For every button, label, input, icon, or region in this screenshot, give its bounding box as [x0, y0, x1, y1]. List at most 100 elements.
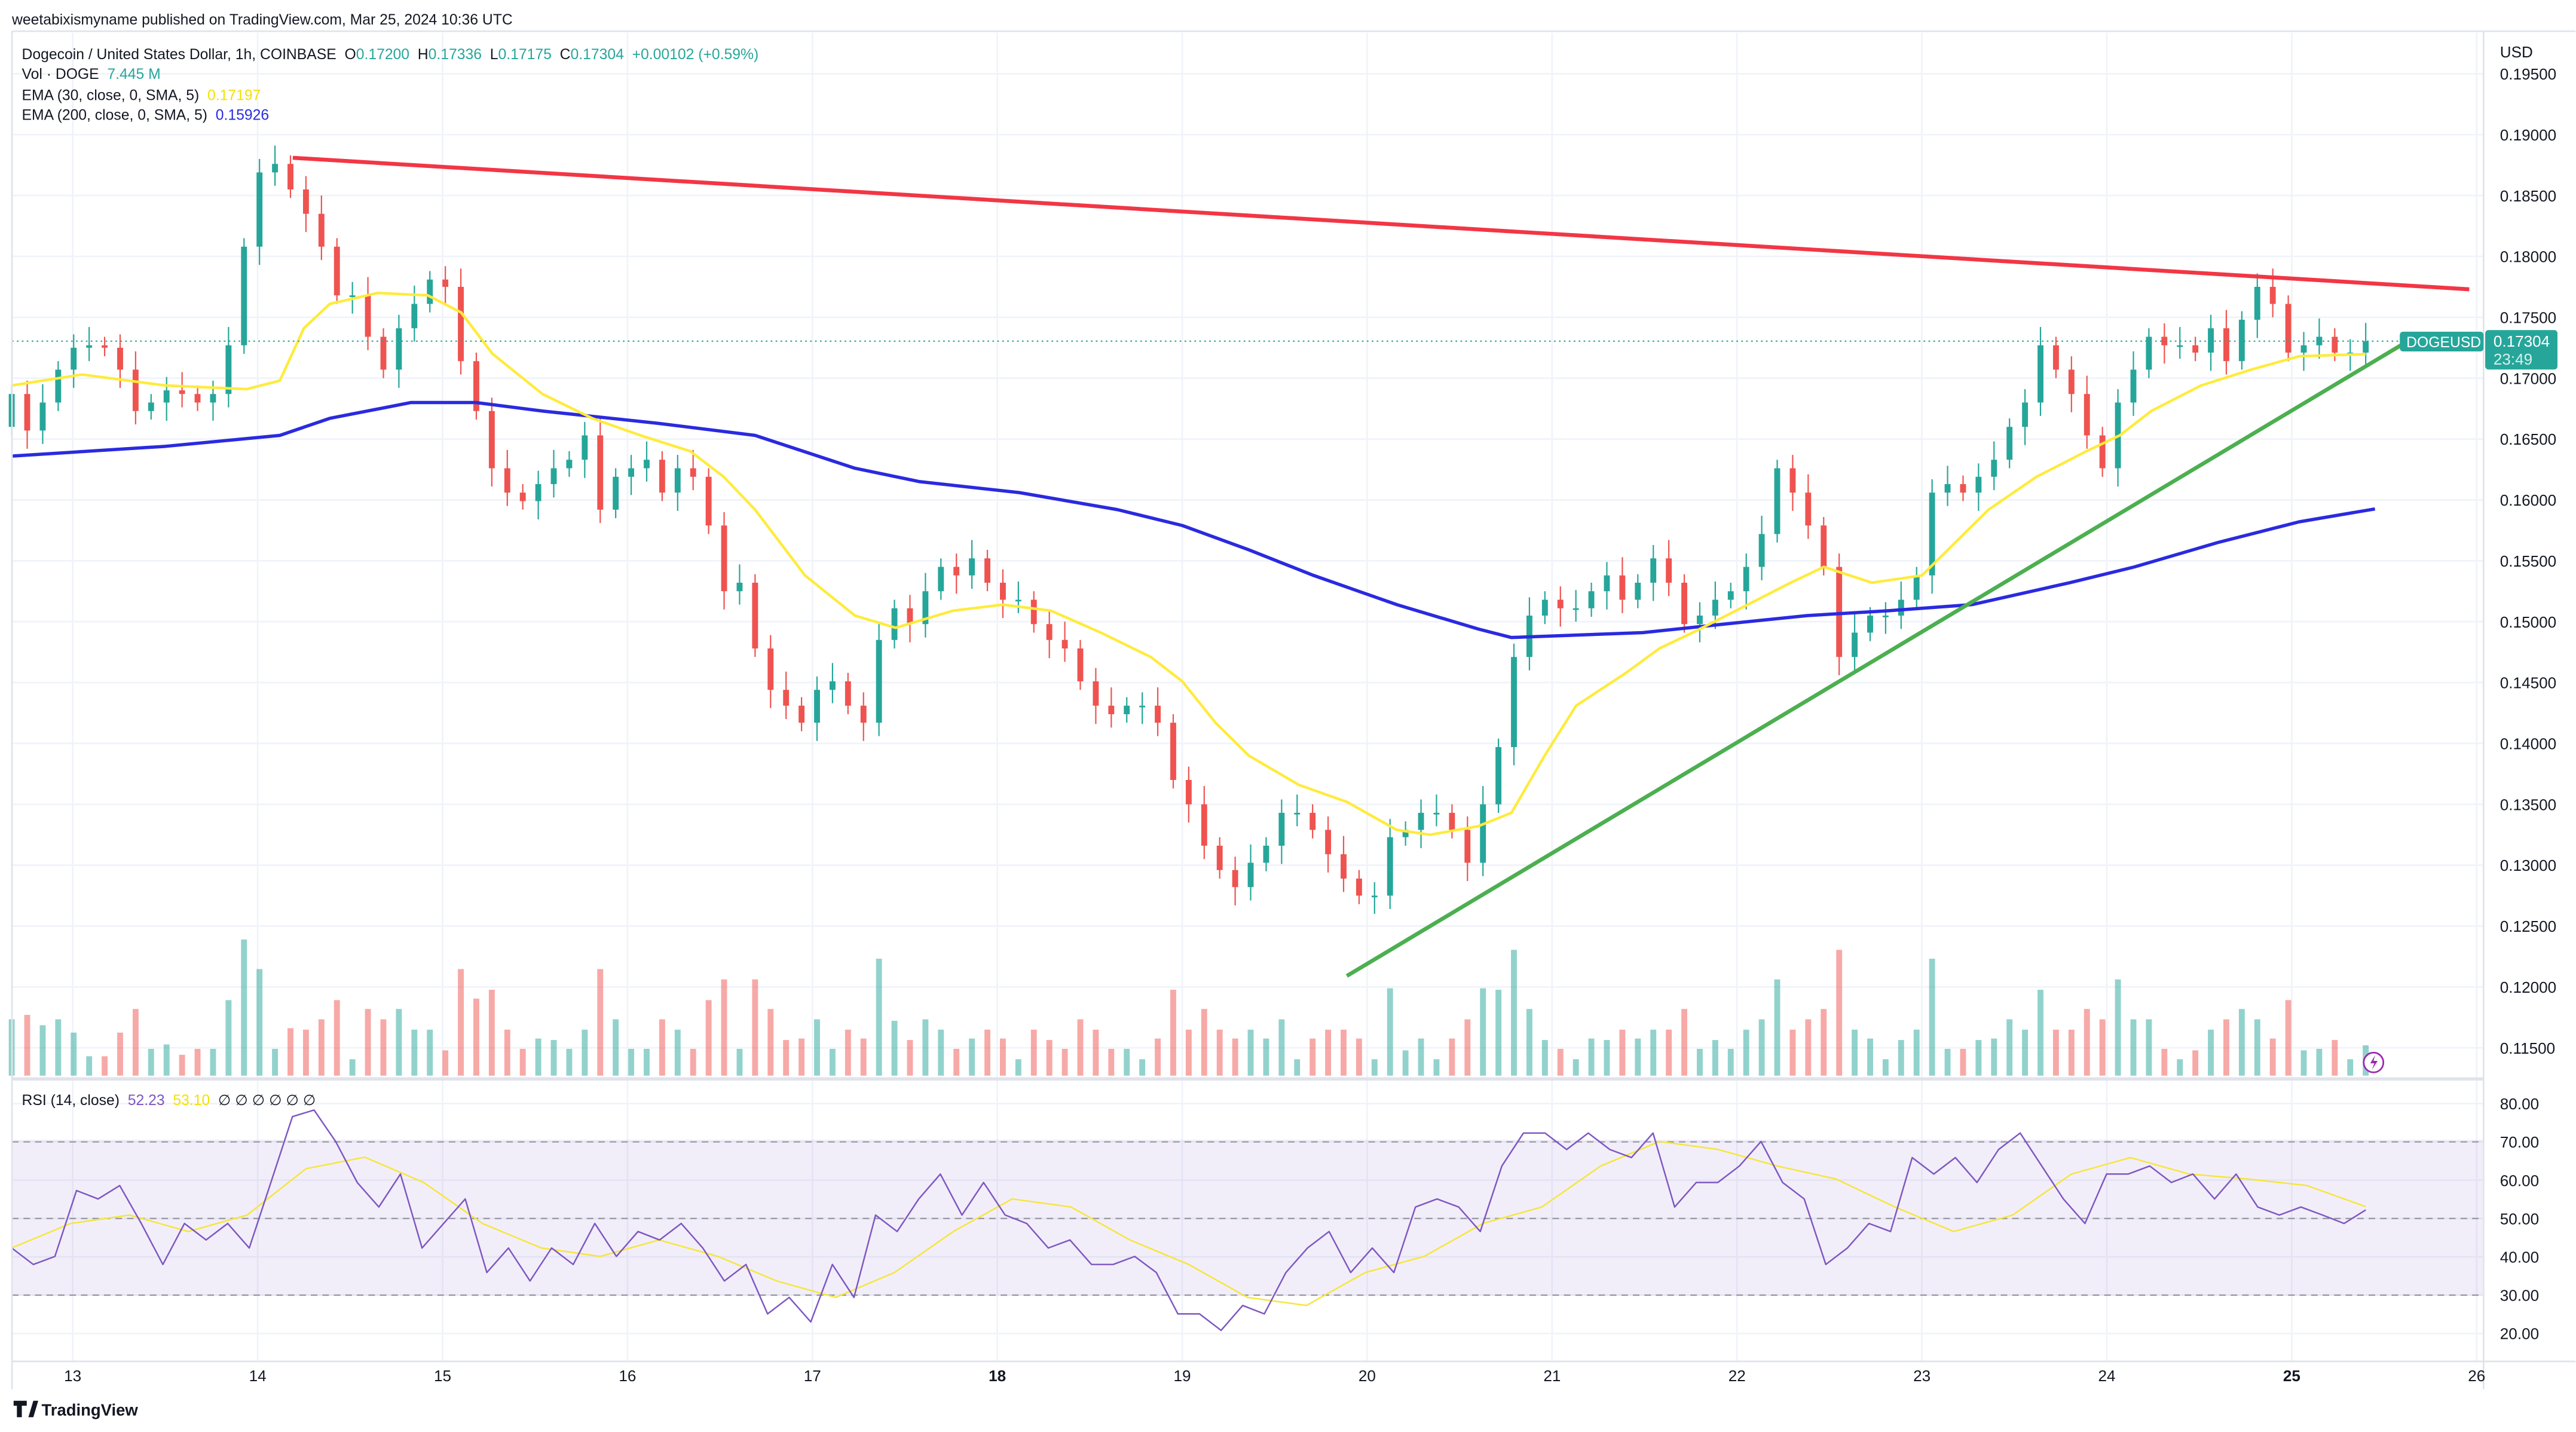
candle-body[interactable] [1278, 813, 1285, 846]
candle-body[interactable] [907, 608, 913, 625]
candle-body[interactable] [225, 345, 232, 394]
candle-body[interactable] [194, 394, 201, 403]
candle-body[interactable] [334, 246, 340, 296]
candle-body[interactable] [272, 164, 279, 173]
candle-body[interactable] [241, 246, 247, 345]
candle-body[interactable] [829, 681, 836, 690]
candle-body[interactable] [71, 347, 77, 370]
candle-body[interactable] [427, 279, 433, 304]
candle-body[interactable] [1541, 599, 1548, 616]
candle-body[interactable] [2161, 336, 2168, 345]
candle-body[interactable] [1216, 846, 1223, 870]
candle-body[interactable] [1046, 624, 1053, 640]
candle-body[interactable] [2238, 319, 2245, 362]
candle-body[interactable] [1743, 567, 1749, 592]
candle-body[interactable] [736, 582, 743, 592]
candle-body[interactable] [1960, 484, 1966, 493]
candle-body[interactable] [2146, 336, 2152, 370]
candle-body[interactable] [1712, 599, 1718, 616]
candle-body[interactable] [938, 567, 944, 592]
candle-body[interactable] [24, 394, 30, 431]
candle-body[interactable] [597, 435, 604, 510]
candle-body[interactable] [1635, 582, 1641, 600]
candle-body[interactable] [179, 390, 185, 394]
candle-body[interactable] [256, 172, 263, 247]
candle-body[interactable] [1139, 705, 1146, 708]
candle-body[interactable] [1185, 780, 1192, 804]
candle-body[interactable] [39, 402, 46, 431]
candle-body[interactable] [1480, 804, 1486, 863]
candle-body[interactable] [2285, 304, 2292, 353]
candle-body[interactable] [582, 435, 588, 460]
candle-body[interactable] [1929, 492, 1935, 576]
candle-body[interactable] [86, 345, 93, 348]
candle-body[interactable] [799, 705, 805, 723]
candle-body[interactable] [1495, 746, 1502, 804]
candle-body[interactable] [891, 608, 898, 640]
candle-body[interactable] [1093, 681, 1099, 706]
candle-body[interactable] [55, 369, 62, 403]
candle-body[interactable] [644, 460, 650, 469]
candle-body[interactable] [117, 347, 123, 370]
ema200-legend[interactable]: EMA (200, close, 0, SMA, 5) 0.15926 [22, 108, 270, 124]
price-axis[interactable]: 0.19500 0.19000 0.18500 0.18000 0.17500 0.170… [2500, 65, 2556, 1057]
symbol-legend[interactable]: Dogecoin / United States Dollar, 1h, COI… [22, 47, 759, 63]
candle-body[interactable] [1511, 657, 1517, 747]
candle-body[interactable] [1588, 591, 1595, 608]
candle-body[interactable] [1991, 460, 1997, 477]
candle-body[interactable] [1572, 608, 1579, 610]
candle-body[interactable] [1201, 804, 1207, 846]
candle-body[interactable] [922, 591, 929, 625]
candle-body[interactable] [1124, 705, 1130, 714]
candle-body[interactable] [411, 304, 418, 329]
candle-body[interactable] [721, 525, 727, 592]
candle-body[interactable] [2037, 345, 2043, 403]
candle-body[interactable] [1077, 648, 1084, 681]
currency-label[interactable]: USD [2500, 43, 2533, 61]
alert-button[interactable] [2363, 1051, 2385, 1073]
candle-body[interactable] [1975, 476, 1982, 493]
candle-body[interactable] [1015, 599, 1021, 602]
candle-body[interactable] [1433, 813, 1440, 815]
candle-body[interactable] [1666, 558, 1672, 583]
candle-body[interactable] [163, 390, 170, 403]
candle-body[interactable] [1758, 534, 1765, 567]
candle-body[interactable] [953, 567, 960, 576]
candle-body[interactable] [1867, 615, 1873, 633]
ema30-legend[interactable]: EMA (30, close, 0, SMA, 5) 0.17197 [22, 88, 261, 104]
candle-body[interactable] [442, 279, 449, 287]
candle-body[interactable] [1341, 854, 1347, 879]
volume-legend[interactable]: Vol · DOGE 7.445 M [22, 66, 161, 82]
candle-body[interactable] [984, 558, 990, 583]
candle-body[interactable] [767, 648, 774, 690]
candle-body[interactable] [2192, 345, 2199, 353]
candle-body[interactable] [1263, 846, 1269, 863]
candle-body[interactable] [1681, 582, 1687, 625]
candle-body[interactable] [1371, 895, 1378, 898]
candle-body[interactable] [302, 189, 309, 214]
candle-body[interactable] [1697, 615, 1703, 625]
candle-body[interactable] [1310, 813, 1316, 830]
candle-body[interactable] [783, 690, 790, 706]
candle-body[interactable] [1619, 575, 1626, 600]
candle-body[interactable] [845, 681, 851, 706]
candle-body[interactable] [1944, 484, 1951, 493]
candle-body[interactable] [999, 582, 1006, 600]
candle-body[interactable] [2068, 369, 2075, 394]
candle-body[interactable] [1325, 830, 1332, 855]
candle-body[interactable] [860, 705, 867, 723]
candle-body[interactable] [1464, 830, 1471, 863]
candle-body[interactable] [1898, 599, 1904, 616]
candle-body[interactable] [535, 484, 541, 501]
candle-body[interactable] [2099, 435, 2106, 469]
candle-body[interactable] [1356, 879, 1362, 896]
candle-body[interactable] [2300, 345, 2307, 353]
candle-body[interactable] [2332, 336, 2338, 353]
candle-body[interactable] [1247, 862, 1254, 888]
candle-body[interactable] [2363, 341, 2369, 353]
candle-body[interactable] [674, 468, 681, 493]
candle-body[interactable] [504, 468, 510, 493]
candle-body[interactable] [1449, 813, 1455, 830]
candle-body[interactable] [628, 468, 635, 477]
